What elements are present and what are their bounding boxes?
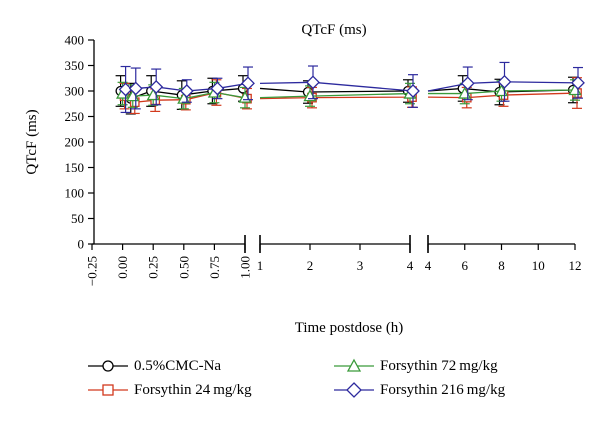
x-tick-label: 8 xyxy=(498,258,505,273)
series-diamond xyxy=(118,61,585,114)
x-tick-label: 6 xyxy=(462,258,469,273)
y-tick-label: 200 xyxy=(65,135,85,150)
series-line xyxy=(427,81,579,92)
plot-series xyxy=(115,61,585,115)
x-tick-label: 1 xyxy=(257,258,264,273)
data-point-diamond xyxy=(118,82,133,97)
x-tick-label: 0.50 xyxy=(176,256,191,279)
y-tick-label: 50 xyxy=(71,211,84,226)
series-line xyxy=(428,89,576,95)
x-axis-label: Time postdose (h) xyxy=(295,320,404,336)
data-point-diamond xyxy=(128,81,143,96)
chart-title: QTcF (ms) xyxy=(301,22,366,38)
x-tick-label: 4 xyxy=(425,258,432,273)
y-tick-label: 300 xyxy=(65,84,85,99)
x-tick-label: 3 xyxy=(357,258,364,273)
data-point-diamond xyxy=(179,84,194,98)
x-tick-label: 1.00 xyxy=(238,256,253,279)
data-point-diamond xyxy=(149,80,164,94)
data-point-diamond xyxy=(241,76,255,91)
data-point-diamond xyxy=(571,75,585,90)
x-tick-label: 0.25 xyxy=(146,256,161,279)
data-point-diamond xyxy=(497,74,512,89)
data-point-diamond xyxy=(210,81,225,96)
axes: 0 50 100 150 200 250 300 350 400 −0.25 0.00 0.25 0.5… xyxy=(65,33,582,287)
series-line xyxy=(427,92,578,99)
y-tick-label: 250 xyxy=(65,109,85,124)
data-point-diamond xyxy=(406,84,420,98)
x-tick-label: 10 xyxy=(532,258,545,273)
x-tick-label: −0.25 xyxy=(85,256,100,286)
x-tick-label: 4 xyxy=(407,258,414,273)
y-tick-label: 400 xyxy=(65,33,85,48)
y-axis-label: QTcF (ms) xyxy=(24,109,40,174)
x-tick-label: 0.75 xyxy=(207,256,222,279)
x-tick-label: 0.00 xyxy=(115,256,130,279)
y-tick-label: 100 xyxy=(65,186,85,201)
x-tick-label: 12 xyxy=(569,258,582,273)
y-tick-label: 350 xyxy=(65,58,85,73)
y-tick-label: 0 xyxy=(78,237,85,252)
data-point-diamond xyxy=(460,76,475,91)
data-point-diamond xyxy=(306,75,320,90)
x-tick-label: 2 xyxy=(307,258,314,273)
y-tick-label: 150 xyxy=(65,160,85,175)
